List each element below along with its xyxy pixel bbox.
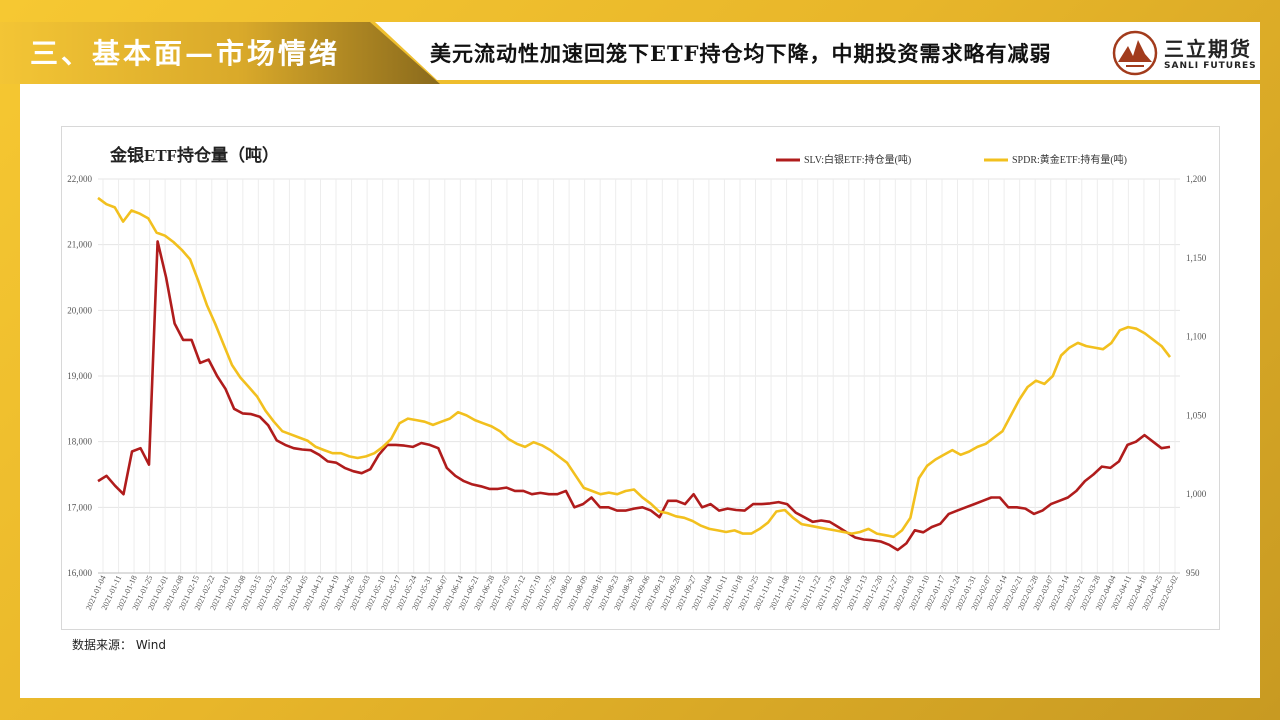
y-left-tick-label: 18,000 bbox=[67, 437, 92, 447]
y-left-tick-label: 16,000 bbox=[67, 568, 92, 578]
company-name-en: SANLI FUTURES bbox=[1164, 61, 1257, 71]
section-title: 三、基本面—市场情绪 bbox=[30, 37, 341, 70]
y-left-tick-label: 17,000 bbox=[67, 502, 92, 512]
company-logo-icon bbox=[1112, 30, 1158, 76]
etf-holdings-chart: 16,000 17,000 18,000 19,000 20,000 21,000 22,0… bbox=[67, 145, 1207, 612]
data-source-note: 数据来源： Wind bbox=[72, 638, 166, 652]
company-name-cn: 三立期货 bbox=[1164, 37, 1252, 61]
subtitle-banner bbox=[375, 22, 1260, 80]
chart-title: 金银ETF持仓量（吨） bbox=[109, 145, 279, 165]
slide-subtitle: 美元流动性加速回笼下ETF持仓均下降，中期投资需求略有减弱 bbox=[430, 41, 1052, 66]
series-line-slv bbox=[97, 240, 1171, 552]
y-right-tick-label: 1,100 bbox=[1186, 332, 1207, 342]
y-left-tick-label: 21,000 bbox=[67, 240, 92, 250]
y-left-tick-label: 19,000 bbox=[67, 371, 92, 381]
content-panel: 16,000 17,000 18,000 19,000 20,000 21,000 22,0… bbox=[20, 84, 1260, 698]
y-left-tick-label: 22,000 bbox=[67, 174, 92, 184]
section-title-banner: 三、基本面—市场情绪 bbox=[0, 22, 440, 84]
chart-frame: 16,000 17,000 18,000 19,000 20,000 21,000 22,0… bbox=[61, 126, 1220, 630]
y-right-tick-label: 1,200 bbox=[1186, 174, 1207, 184]
y-right-tick-label: 950 bbox=[1186, 568, 1200, 578]
series-line-spdr bbox=[97, 196, 1172, 539]
y-right-tick-label: 1,000 bbox=[1186, 489, 1207, 499]
y-right-tick-label: 1,150 bbox=[1186, 253, 1207, 263]
y-right-tick-label: 1,050 bbox=[1186, 410, 1207, 420]
legend-slv-label: SLV:白银ETF:持仓量(吨) bbox=[804, 153, 911, 166]
legend-spdr-label: SPDR:黄金ETF:持有量(吨) bbox=[1012, 153, 1127, 166]
y-left-tick-label: 20,000 bbox=[67, 305, 92, 315]
